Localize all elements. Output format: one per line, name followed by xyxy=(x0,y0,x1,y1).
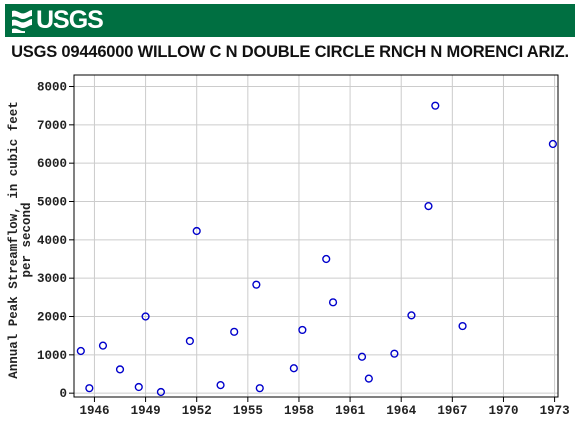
data-points xyxy=(76,101,557,397)
usgs-banner: USGS xyxy=(5,4,575,37)
data-point xyxy=(328,298,338,307)
plot-frame xyxy=(73,74,559,398)
usgs-logo-text: USGS xyxy=(36,6,104,34)
y-axis-label-line2: per second xyxy=(20,202,34,277)
x-axis-ticks: 1946 1949 1952 1955 1958 1961 1964 1967 1970 1973 xyxy=(79,397,570,418)
x-tick-label: 1955 xyxy=(233,404,263,418)
data-point xyxy=(390,349,399,358)
grid-lines xyxy=(74,75,558,397)
data-point xyxy=(98,341,108,350)
x-tick-label: 1961 xyxy=(335,404,365,418)
data-point xyxy=(156,387,166,397)
y-tick-label: 8000 xyxy=(37,81,67,95)
y-tick-label: 5000 xyxy=(37,196,67,210)
y-axis-label-line1: Annual Peak Streamflow, in cubic feet xyxy=(7,101,21,379)
data-point xyxy=(192,226,201,236)
x-tick-label: 1970 xyxy=(488,404,518,418)
data-point xyxy=(216,381,225,390)
data-point xyxy=(185,336,194,346)
usgs-wave-icon xyxy=(12,10,32,33)
data-point xyxy=(548,139,557,149)
y-tick-label: 6000 xyxy=(37,157,67,171)
y-tick-label: 4000 xyxy=(37,234,67,248)
data-point xyxy=(141,312,150,321)
data-point xyxy=(134,382,143,392)
usgs-logo: USGS xyxy=(11,6,104,34)
data-point xyxy=(85,384,94,393)
x-tick-label: 1952 xyxy=(182,404,212,418)
x-tick-label: 1949 xyxy=(131,404,161,418)
y-axis-ticks: 0 1000 2000 3000 4000 5000 6000 7000 8000 xyxy=(37,81,74,401)
chart-title: USGS 09446000 WILLOW C N DOUBLE CIRCLE R… xyxy=(11,43,569,61)
data-point xyxy=(255,384,264,393)
y-tick-label: 0 xyxy=(59,387,67,401)
x-tick-label: 1946 xyxy=(79,404,109,418)
data-point xyxy=(76,346,85,356)
y-tick-label: 1000 xyxy=(37,349,67,363)
data-point xyxy=(424,202,433,211)
data-point xyxy=(322,254,331,264)
y-tick-label: 3000 xyxy=(37,272,67,286)
data-point xyxy=(289,364,298,373)
data-point xyxy=(230,327,239,336)
x-tick-label: 1958 xyxy=(284,404,314,418)
data-point xyxy=(357,352,367,361)
data-point xyxy=(458,321,467,331)
x-tick-label: 1964 xyxy=(386,404,417,418)
x-tick-label: 1967 xyxy=(437,404,467,418)
x-tick-label: 1973 xyxy=(540,404,570,418)
y-tick-label: 7000 xyxy=(37,119,67,133)
y-tick-label: 2000 xyxy=(37,311,67,325)
data-point xyxy=(431,101,440,110)
data-point xyxy=(115,365,125,374)
data-point xyxy=(407,311,416,320)
data-point xyxy=(298,325,307,335)
data-point xyxy=(252,280,261,289)
data-point xyxy=(364,374,373,383)
